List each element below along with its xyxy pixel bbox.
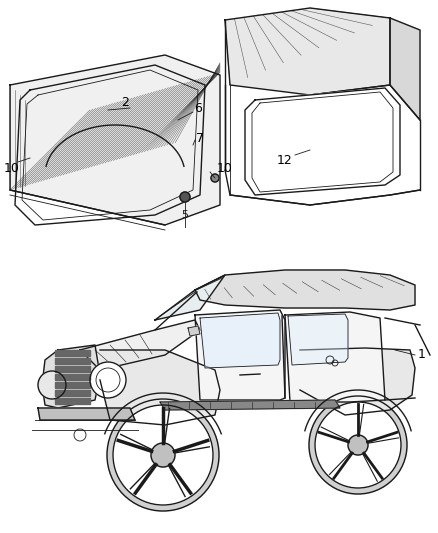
Circle shape	[348, 435, 368, 455]
Text: 10: 10	[217, 161, 233, 174]
Polygon shape	[55, 358, 90, 364]
Polygon shape	[55, 366, 90, 372]
Polygon shape	[195, 270, 415, 310]
Polygon shape	[80, 320, 200, 370]
Circle shape	[151, 443, 175, 467]
Circle shape	[113, 405, 213, 505]
Circle shape	[309, 396, 407, 494]
Polygon shape	[10, 55, 220, 225]
Polygon shape	[188, 326, 200, 336]
Text: 1: 1	[418, 349, 426, 361]
Circle shape	[180, 192, 190, 202]
Polygon shape	[390, 18, 420, 120]
Polygon shape	[285, 312, 385, 402]
Polygon shape	[42, 345, 100, 408]
Polygon shape	[300, 348, 415, 415]
Text: 12: 12	[277, 154, 293, 166]
Polygon shape	[245, 88, 400, 195]
Circle shape	[38, 371, 66, 399]
Polygon shape	[38, 408, 135, 420]
Polygon shape	[55, 350, 90, 356]
Polygon shape	[55, 390, 90, 396]
Polygon shape	[155, 275, 225, 320]
Circle shape	[90, 362, 126, 398]
Text: 7: 7	[196, 132, 204, 144]
Polygon shape	[55, 382, 90, 388]
Polygon shape	[100, 350, 220, 425]
Polygon shape	[200, 313, 280, 368]
Polygon shape	[160, 400, 340, 410]
Circle shape	[211, 174, 219, 182]
Polygon shape	[225, 8, 390, 95]
Polygon shape	[55, 374, 90, 380]
Text: 10: 10	[4, 161, 20, 174]
Text: 2: 2	[121, 95, 129, 109]
Polygon shape	[55, 398, 90, 404]
Polygon shape	[195, 310, 285, 400]
Circle shape	[315, 402, 401, 488]
Polygon shape	[288, 314, 348, 365]
Text: 5: 5	[181, 210, 188, 220]
Text: 6: 6	[194, 101, 202, 115]
Circle shape	[107, 399, 219, 511]
